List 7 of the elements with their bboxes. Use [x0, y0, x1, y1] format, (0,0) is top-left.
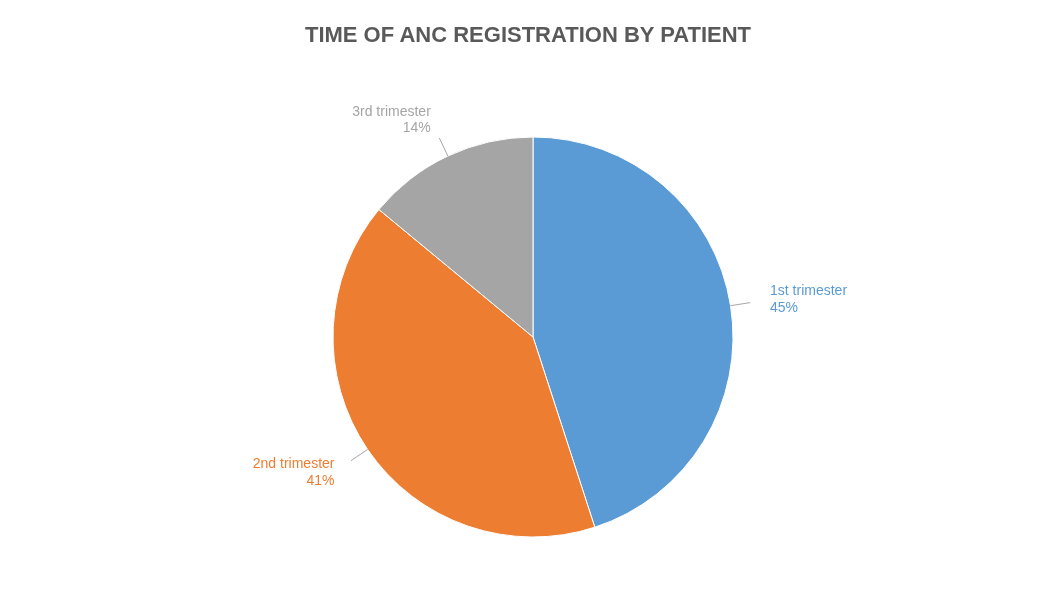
slice-label: 3rd trimester	[352, 102, 432, 119]
slice-label: 1st trimester	[770, 282, 848, 299]
data-label: 41%	[306, 471, 335, 488]
chart-title: TIME OF ANC REGISTRATION BY PATIENT	[303, 21, 753, 47]
data-label: 45%	[770, 299, 799, 316]
data-label: 14%	[402, 119, 431, 136]
slice-label: 2nd trimester	[252, 454, 335, 471]
